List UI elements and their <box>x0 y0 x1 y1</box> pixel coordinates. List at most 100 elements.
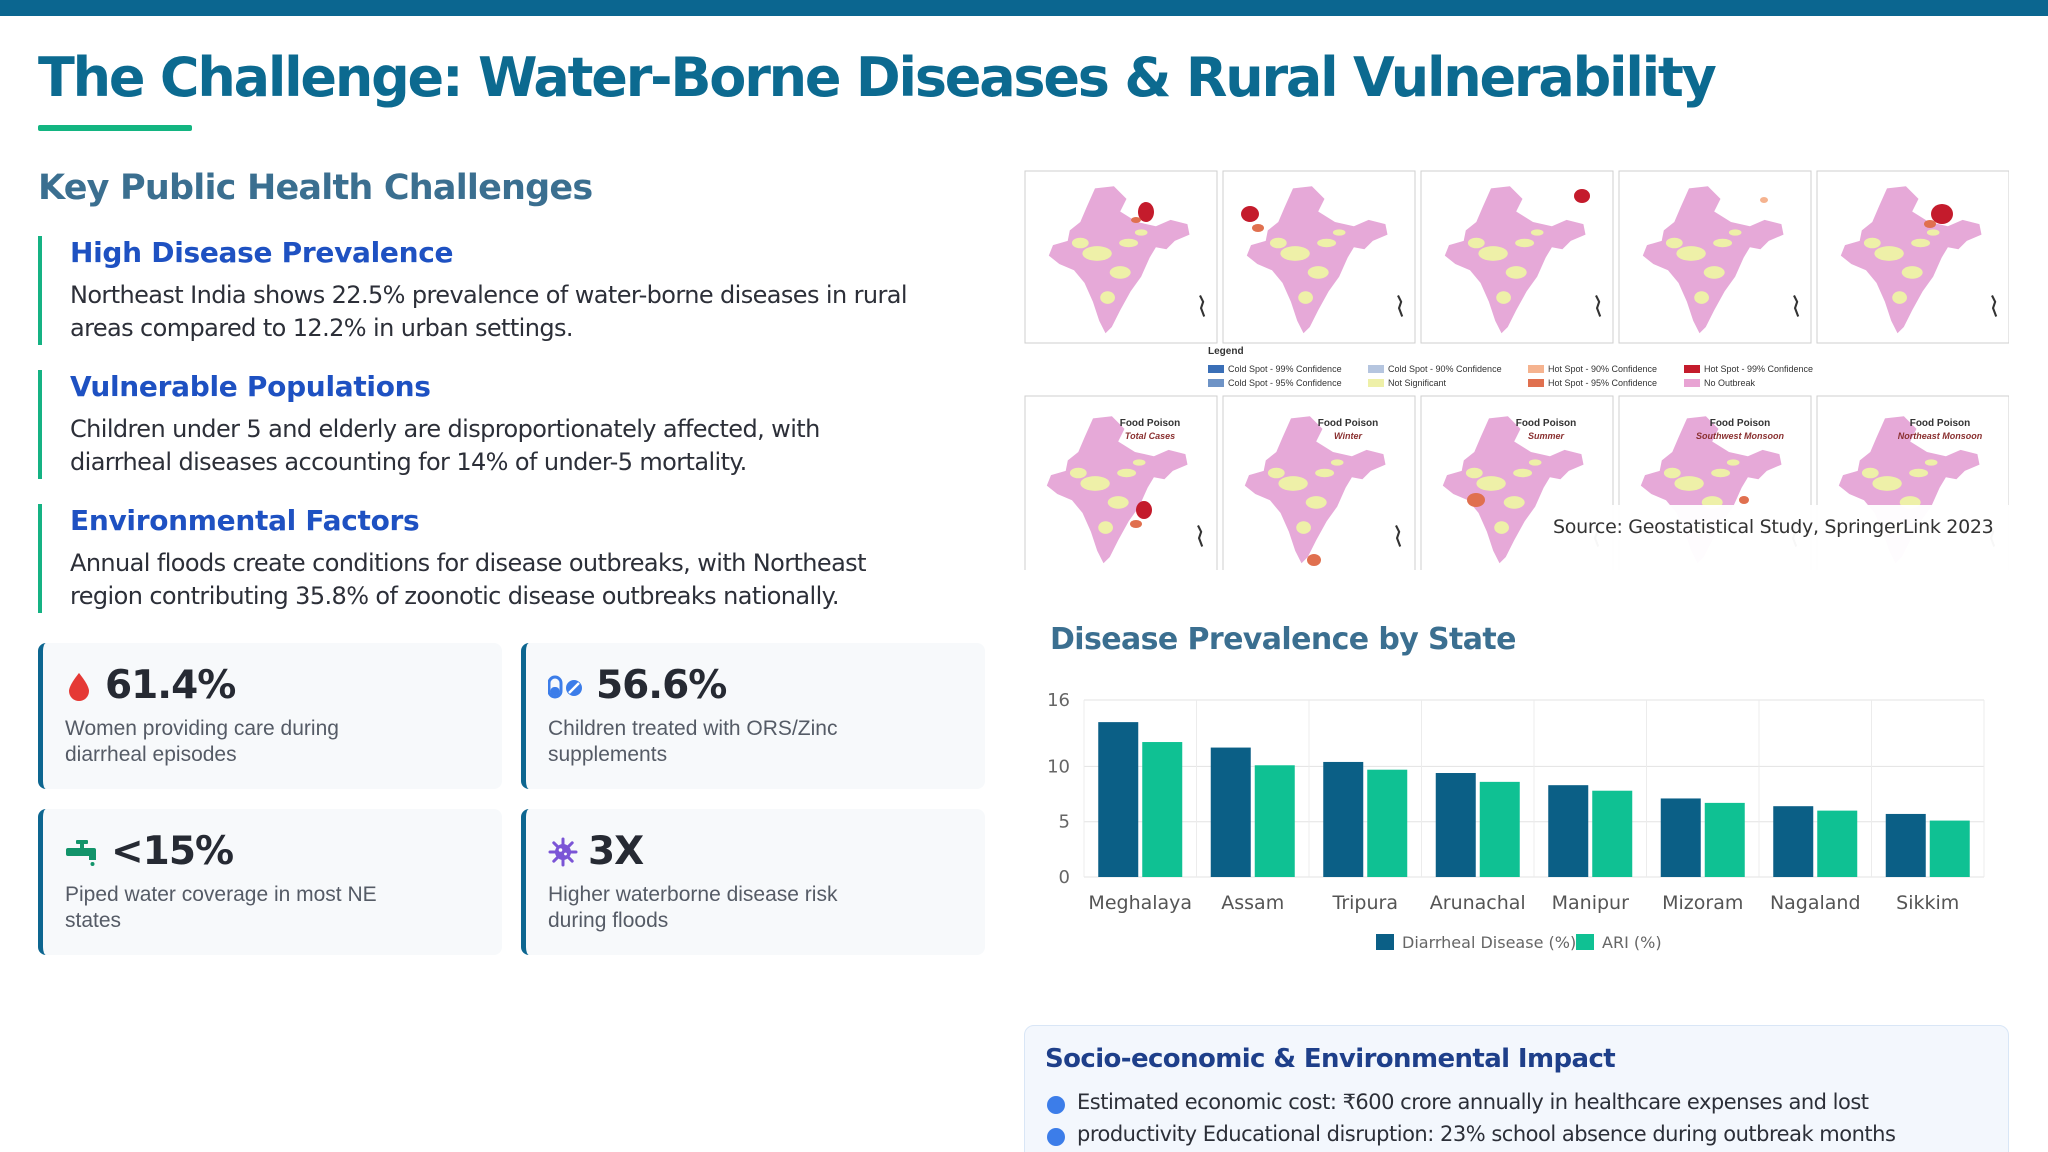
challenge-environmental-factors: Environmental Factors Annual floods crea… <box>38 504 918 613</box>
challenge-disease-prevalence: High Disease Prevalence Northeast India … <box>38 236 918 345</box>
stat-value: 61.4% <box>105 663 236 708</box>
y-tick-label: 10 <box>1047 756 1070 777</box>
page-title: The Challenge: Water-Borne Diseases & Ru… <box>38 46 1717 109</box>
impact-item: productivity Educational disruption: 23%… <box>1045 1118 1988 1150</box>
map-label: Food Poison Winter <box>1317 418 1379 441</box>
bar-arunachal-ari <box>1479 781 1520 877</box>
legend-item: Hot Spot - 90% Confidence <box>1528 364 1657 374</box>
impact-title: Socio-economic & Environmental Impact <box>1045 1044 1616 1074</box>
map-label: Food Poison Southwest Monsoon <box>1696 418 1784 441</box>
bar-manipur-ari <box>1592 790 1633 877</box>
legend-swatch <box>1376 934 1394 950</box>
map-legend: Legend Cold Spot - 99% Confidence Cold S… <box>1208 346 1848 396</box>
droplet-icon <box>65 671 93 701</box>
legend-swatch <box>1208 379 1224 387</box>
pills-icon <box>547 671 584 701</box>
challenge-vulnerable-populations: Vulnerable Populations Children under 5 … <box>38 370 918 479</box>
legend-swatch <box>1576 934 1594 950</box>
legend-swatch <box>1528 379 1544 387</box>
impact-panel: Socio-economic & Environmental Impact Es… <box>1024 1025 2009 1152</box>
y-tick-label: 0 <box>1059 867 1070 888</box>
impact-list: Estimated economic cost: ₹600 crore annu… <box>1045 1086 1988 1150</box>
hotspot-maps-image <box>1024 170 2009 570</box>
stat-label: Higher waterborne disease risk during fl… <box>548 883 838 932</box>
legend-item: Cold Spot - 99% Confidence <box>1208 364 1342 374</box>
map-tile <box>1024 395 1218 570</box>
bar-assam-diarrheal <box>1210 747 1251 877</box>
legend-swatch <box>1368 365 1384 373</box>
bar-nagaland-diarrheal <box>1773 806 1814 877</box>
bar-arunachal-diarrheal <box>1435 773 1476 877</box>
x-tick-label: Arunachal <box>1430 892 1526 914</box>
stat-value: 56.6% <box>596 663 727 708</box>
challenge-text: Northeast India shows 22.5% prevalence o… <box>70 281 908 342</box>
section-title-challenges: Key Public Health Challenges <box>38 168 593 208</box>
legend-item: Hot Spot - 95% Confidence <box>1528 378 1657 388</box>
x-tick-label: Nagaland <box>1770 892 1861 914</box>
challenge-title: Environmental Factors <box>70 504 420 537</box>
map-tile <box>1024 170 1218 344</box>
y-tick-label: 16 <box>1047 690 1070 711</box>
x-tick-label: Manipur <box>1552 892 1629 914</box>
stat-card-piped-water: <15% Piped water coverage in most NE sta… <box>38 809 502 955</box>
map-tile <box>1222 170 1416 344</box>
legend-label: ARI (%) <box>1602 933 1662 952</box>
map-label: Food Poison Northeast Monsoon <box>1897 418 1983 441</box>
prevalence-bar-chart: 0 5 10 16 Meghalaya Assam Tripura Arunachal Mani… <box>1047 690 1985 952</box>
x-tick-label: Assam <box>1221 892 1284 914</box>
challenge-title: Vulnerable Populations <box>70 370 431 403</box>
stat-card-women-care: 61.4% Women providing care during diarrh… <box>38 643 502 789</box>
chart-title: Disease Prevalence by State <box>1050 622 1517 657</box>
y-tick-label: 5 <box>1059 812 1070 833</box>
legend-swatch <box>1684 365 1700 373</box>
bar-mizoram-diarrheal <box>1660 798 1701 877</box>
bullet-dot-icon <box>1047 1096 1065 1114</box>
bar-sikkim-ari <box>1929 820 1970 877</box>
map-source-caption: Source: Geostatistical Study, SpringerLi… <box>1539 505 2009 570</box>
bar-manipur-diarrheal <box>1548 785 1589 877</box>
bar-mizoram-ari <box>1704 802 1745 877</box>
bar-meghalaya-ari <box>1142 742 1183 877</box>
legend-title: Legend <box>1208 346 1244 357</box>
x-tick-label: Sikkim <box>1896 892 1959 914</box>
challenge-text: Children under 5 and elderly are disprop… <box>70 415 820 476</box>
challenge-text: Annual floods create conditions for dise… <box>70 549 867 610</box>
top-accent-bar <box>0 0 2048 16</box>
challenge-title: High Disease Prevalence <box>70 236 454 269</box>
bar-nagaland-ari <box>1817 810 1858 877</box>
map-tile <box>1816 170 2009 344</box>
legend-item: No Outbreak <box>1684 378 1755 388</box>
stat-card-flood-risk: 3X Higher waterborne disease risk during… <box>521 809 985 955</box>
faucet-icon <box>65 837 99 867</box>
bar-assam-ari <box>1254 765 1295 877</box>
virus-icon <box>548 837 578 867</box>
bar-sikkim-diarrheal <box>1885 813 1926 877</box>
map-tile <box>1222 395 1416 570</box>
legend-item: Cold Spot - 90% Confidence <box>1368 364 1502 374</box>
legend-swatch <box>1684 379 1700 387</box>
map-tile <box>1420 170 1614 344</box>
stat-card-ors-zinc: 56.6% Children treated with ORS/Zinc sup… <box>521 643 985 789</box>
bar-tripura-diarrheal <box>1323 761 1364 877</box>
legend-swatch <box>1368 379 1384 387</box>
legend-swatch <box>1528 365 1544 373</box>
stat-value: <15% <box>111 829 234 874</box>
stat-label: Children treated with ORS/Zinc supplemen… <box>548 717 838 766</box>
map-label: Food Poison Total Cases <box>1119 418 1181 441</box>
hotspot-maps-figure: Legend Cold Spot - 99% Confidence Cold S… <box>1024 170 2009 570</box>
stat-value: 3X <box>588 829 644 874</box>
legend-item: Not Significant <box>1368 378 1446 388</box>
x-tick-label: Tripura <box>1332 892 1398 914</box>
x-tick-label: Mizoram <box>1662 892 1743 914</box>
stat-label: Piped water coverage in most NE states <box>65 883 377 932</box>
legend-item: Hot Spot - 99% Confidence <box>1684 364 1813 374</box>
legend-swatch <box>1208 365 1224 373</box>
bullet-dot-icon <box>1047 1128 1065 1146</box>
legend-item: Cold Spot - 95% Confidence <box>1208 378 1342 388</box>
x-tick-label: Meghalaya <box>1088 892 1192 914</box>
bar-tripura-ari <box>1367 769 1408 877</box>
stat-label: Women providing care during diarrheal ep… <box>65 717 339 766</box>
map-label: Food Poison Summer <box>1515 418 1577 441</box>
bar-meghalaya-diarrheal <box>1098 722 1139 877</box>
map-tile <box>1618 170 1812 344</box>
